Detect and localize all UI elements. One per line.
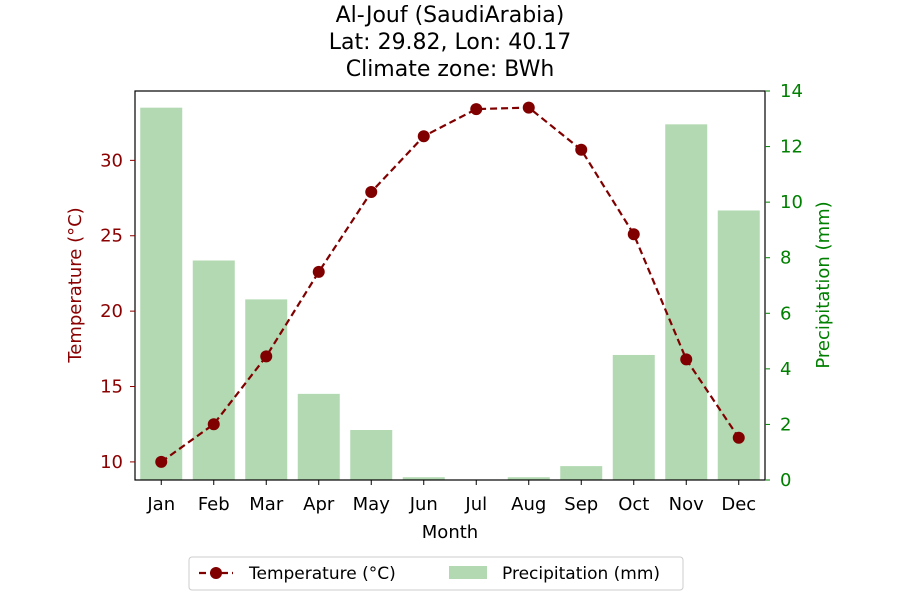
x-tick-label: Jul	[464, 494, 487, 515]
precipitation-bar-jun	[402, 477, 445, 480]
x-tick-label: Dec	[721, 494, 756, 515]
precipitation-bar-may	[350, 429, 393, 480]
title-line-2: Lat: 29.82, Lon: 40.17	[329, 30, 571, 55]
precipitation-bar-sep	[560, 466, 603, 480]
legend-temperature-marker	[210, 567, 222, 579]
temperature-point-sep	[575, 143, 588, 156]
x-axis-label: Month	[422, 522, 478, 543]
precipitation-bar-aug	[507, 477, 550, 480]
x-tick-label: Nov	[669, 494, 704, 515]
x-tick-label: Sep	[564, 494, 598, 515]
title-line-1: Al-Jouf (SaudiArabia)	[336, 3, 565, 28]
temperature-series-line	[160, 106, 740, 463]
x-tick-label: Feb	[198, 494, 230, 515]
right-y-tick-label: 8	[780, 248, 791, 269]
precipitation-bar-jan	[140, 107, 183, 481]
title-line-3: Climate zone: BWh	[346, 57, 555, 82]
temperature-point-mar	[260, 350, 273, 363]
plot-frame	[134, 90, 766, 481]
legend-temperature-label: Temperature (°C)	[248, 564, 396, 584]
left-y-tick-label: 10	[100, 452, 123, 473]
left-y-axis-label: Temperature (°C)	[65, 207, 86, 363]
right-y-tick-label: 14	[780, 81, 803, 102]
legend-precipitation-swatch	[449, 566, 487, 579]
temperature-point-oct	[627, 228, 640, 241]
temperature-point-jul	[470, 103, 483, 116]
precipitation-bars	[140, 107, 760, 481]
temperature-point-dec	[732, 431, 745, 444]
x-tick-label: May	[353, 494, 391, 515]
right-y-tick-label: 12	[780, 137, 803, 158]
precipitation-bar-mar	[245, 299, 288, 480]
left-y-tick-label: 20	[100, 301, 123, 322]
x-tick-label: Mar	[249, 494, 284, 515]
right-y-tick-label: 10	[780, 192, 803, 213]
axes: Jan Feb Mar Apr May Jun Jul Aug Sep Oct Nov Dec 10 15…	[100, 81, 803, 515]
x-tick-label: Jan	[146, 494, 175, 515]
x-tick-label: Aug	[511, 494, 546, 515]
temperature-line	[155, 101, 745, 468]
precipitation-bar-oct	[612, 354, 655, 480]
precipitation-bar-feb	[192, 260, 235, 480]
legend: Temperature (°C) Precipitation (mm)	[188, 556, 684, 591]
x-tick-label: Jun	[409, 494, 438, 515]
right-y-tick-label: 6	[780, 303, 791, 324]
left-y-tick-label: 25	[100, 226, 123, 247]
left-y-tick-label: 30	[100, 150, 123, 171]
temperature-point-jan	[155, 455, 168, 468]
temperature-point-feb	[207, 418, 220, 431]
right-y-axis-label: Precipitation (mm)	[813, 201, 834, 368]
x-tick-label: Oct	[618, 494, 649, 515]
right-y-tick-label: 2	[780, 414, 791, 435]
legend-box	[188, 556, 684, 591]
temperature-point-may	[365, 186, 378, 199]
right-y-tick-label: 0	[780, 470, 791, 491]
temperature-point-apr	[312, 265, 325, 278]
x-tick-label: Apr	[303, 494, 335, 515]
chart-title: Al-Jouf (SaudiArabia) Lat: 29.82, Lon: 4…	[329, 3, 571, 82]
temperature-point-jun	[417, 130, 430, 143]
right-y-tick-label: 4	[780, 359, 791, 380]
temperature-point-nov	[680, 353, 693, 366]
legend-precipitation-label: Precipitation (mm)	[502, 564, 660, 584]
precipitation-bar-nov	[665, 124, 708, 480]
temperature-point-aug	[522, 101, 535, 114]
precipitation-bar-apr	[297, 393, 340, 480]
left-y-tick-label: 15	[100, 377, 123, 398]
